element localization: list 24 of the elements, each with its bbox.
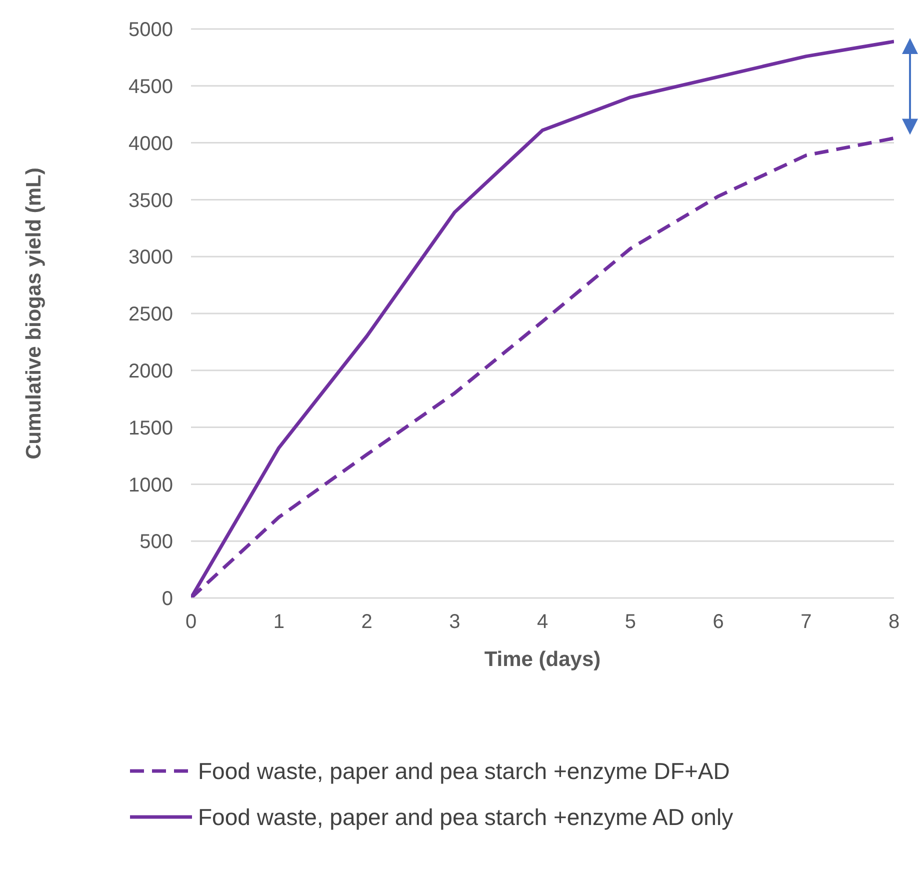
- x-tick-label: 3: [449, 611, 460, 634]
- x-axis-title: Time (days): [484, 648, 601, 671]
- y-tick-label: 1000: [128, 474, 173, 496]
- y-tick-label: 2500: [128, 304, 173, 326]
- x-tick-label: 4: [536, 611, 548, 634]
- x-tick-label: 5: [624, 611, 636, 634]
- x-tick-label: 8: [888, 611, 900, 634]
- x-tick-label: 0: [185, 611, 197, 634]
- x-tick-label: 2: [361, 611, 372, 634]
- x-tick-label: 6: [712, 611, 724, 634]
- legend-label: Food waste, paper and pea starch +enzyme DF+AD: [198, 758, 730, 784]
- y-tick-label: 5000: [128, 19, 173, 42]
- x-tick-label: 7: [800, 611, 812, 634]
- x-tick-label: 1: [273, 611, 284, 634]
- y-tick-label: 4500: [128, 76, 173, 98]
- y-tick-label: 3000: [128, 246, 173, 269]
- y-tick-label: 4000: [128, 132, 173, 155]
- y-tick-label: 3500: [128, 190, 173, 212]
- y-tick-label: 500: [140, 531, 173, 554]
- y-axis-title: Cumulative biogas yield (mL): [22, 168, 46, 460]
- y-tick-label: 1500: [128, 417, 173, 440]
- y-tick-label: 2000: [128, 360, 173, 382]
- legend-label: Food waste, paper and pea starch +enzyme AD only: [198, 804, 734, 830]
- y-tick-label: 0: [162, 588, 173, 610]
